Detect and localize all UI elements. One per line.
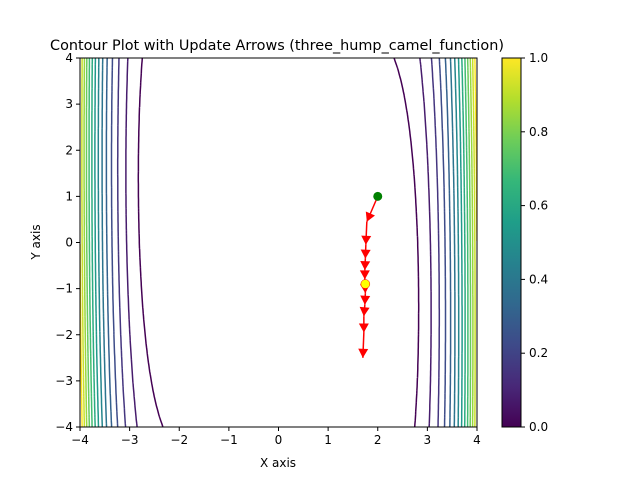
colorbar-tick-label: 0.0 — [529, 420, 548, 434]
x-tick-label: −4 — [71, 433, 89, 447]
update-arrow-head — [358, 323, 369, 333]
y-tick-label: 2 — [65, 143, 73, 157]
update-arrow-head — [360, 249, 371, 259]
contour-line — [85, 58, 472, 427]
x-tick-label: −1 — [220, 433, 238, 447]
update-arrow-head — [360, 295, 371, 305]
contour-line — [125, 58, 432, 427]
contour-line — [110, 58, 447, 427]
colorbar — [501, 57, 522, 428]
x-tick-label: 1 — [324, 433, 332, 447]
update-arrow-head — [361, 235, 372, 245]
x-axis-label: X axis — [260, 456, 296, 470]
x-tick-label: 3 — [424, 433, 432, 447]
x-tick-label: 4 — [473, 433, 481, 447]
update-arrow-head — [358, 348, 369, 358]
contour-line — [88, 58, 469, 427]
y-tick-label: 0 — [65, 236, 73, 250]
contour-line — [91, 58, 466, 427]
contour-line — [81, 58, 476, 427]
colorbar-tick-label: 1.0 — [529, 51, 548, 65]
update-arrow-head — [365, 211, 375, 222]
colorbar-tick-label: 0.8 — [529, 125, 548, 139]
plot-background — [80, 58, 477, 427]
contour-line — [105, 58, 452, 427]
contour-line — [116, 58, 441, 427]
colorbar-tick-label: 0.2 — [529, 346, 548, 360]
y-tick-label: 1 — [65, 189, 73, 203]
contour-line — [101, 58, 456, 427]
contour-lines — [80, 58, 477, 427]
x-axis-ticks: −4 −3 −2 −1 0 1 2 3 4 — [71, 427, 481, 447]
colorbar-tick-label: 0.4 — [529, 272, 548, 286]
x-tick-label: −2 — [170, 433, 188, 447]
contour-line — [83, 58, 474, 427]
y-tick-label: −4 — [55, 420, 73, 434]
y-tick-label: 3 — [65, 97, 73, 111]
y-tick-label: 4 — [65, 51, 73, 65]
colorbar-ticks: 0.0 0.2 0.4 0.6 0.8 1.0 — [521, 51, 548, 434]
contour-line — [94, 58, 463, 427]
y-tick-label: −2 — [55, 328, 73, 342]
update-arrow-head — [360, 260, 371, 271]
y-axis-label: Y axis — [29, 224, 43, 260]
update-arrow-head — [359, 270, 370, 280]
contour-line — [97, 58, 460, 427]
y-tick-label: −1 — [55, 282, 73, 296]
x-tick-label: −3 — [121, 433, 139, 447]
chart-title: Contour Plot with Update Arrows (three_h… — [50, 38, 504, 54]
update-arrow-head — [359, 306, 370, 317]
start-point-marker — [373, 191, 383, 201]
end-point-marker — [360, 279, 371, 289]
contour-line — [137, 58, 420, 427]
y-tick-label: −3 — [55, 374, 73, 388]
colorbar-tick-label: 0.6 — [529, 199, 548, 213]
y-axis-ticks: −4 −3 −2 −1 0 1 2 3 4 — [55, 51, 80, 434]
x-tick-label: 2 — [374, 433, 382, 447]
x-tick-label: 0 — [275, 433, 283, 447]
